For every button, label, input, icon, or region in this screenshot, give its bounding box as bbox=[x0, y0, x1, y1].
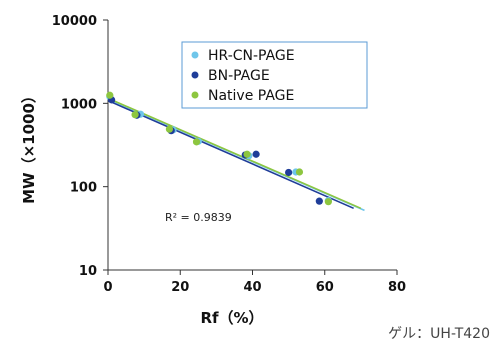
legend-label: Native PAGE bbox=[208, 88, 294, 104]
x-axis-title: Rf（%） bbox=[200, 309, 263, 327]
data-points bbox=[106, 91, 332, 206]
axes: 0 20 40 60 80 10 100 1000 10000 bbox=[52, 14, 406, 295]
x-tick-label: 0 bbox=[103, 280, 112, 295]
data-point bbox=[324, 198, 332, 206]
data-point bbox=[243, 150, 251, 158]
data-point bbox=[285, 168, 293, 177]
x-tick-label: 40 bbox=[243, 280, 261, 295]
data-point bbox=[106, 91, 114, 99]
x-tick-label: 60 bbox=[316, 280, 334, 295]
y-axis-title: MW（×1000） bbox=[20, 88, 38, 204]
trend-line bbox=[107, 99, 354, 210]
legend-marker bbox=[191, 91, 199, 99]
trendlines bbox=[107, 97, 365, 212]
data-point bbox=[295, 168, 304, 176]
legend: HR-CN-PAGE BN-PAGE Native PAGE bbox=[181, 41, 368, 109]
data-point bbox=[252, 150, 260, 158]
legend-label: HR-CN-PAGE bbox=[208, 48, 295, 64]
trend-line bbox=[107, 97, 362, 210]
data-point bbox=[192, 138, 201, 146]
legend-marker bbox=[191, 71, 199, 79]
legend-label: BN-PAGE bbox=[208, 68, 270, 84]
data-point bbox=[315, 197, 323, 205]
data-point bbox=[165, 125, 174, 133]
x-tick-label: 20 bbox=[171, 280, 189, 295]
y-tick-label: 10000 bbox=[52, 14, 97, 29]
x-tick-label: 80 bbox=[388, 280, 406, 295]
y-tick-label: 100 bbox=[70, 181, 97, 196]
r-squared-annotation: R² = 0.9839 bbox=[165, 211, 232, 224]
gel-caption: ゲル：UH-T420 bbox=[388, 326, 490, 342]
legend-box bbox=[181, 41, 368, 109]
y-tick-label: 1000 bbox=[61, 97, 97, 112]
y-tick-label: 10 bbox=[79, 264, 97, 279]
legend-marker bbox=[191, 51, 199, 59]
data-point bbox=[131, 111, 139, 119]
